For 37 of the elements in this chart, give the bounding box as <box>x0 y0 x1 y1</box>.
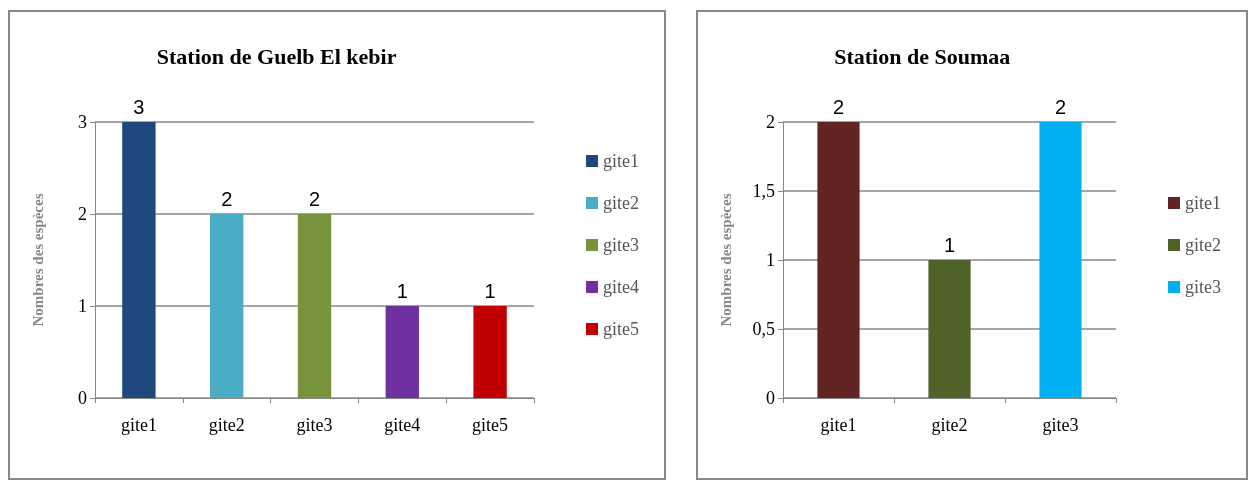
legend-label: gite1 <box>1185 193 1222 213</box>
legend-label: gite4 <box>603 277 640 297</box>
legend-label: gite2 <box>603 193 640 213</box>
y-tick-label: 2 <box>766 112 775 132</box>
x-tick-label: gite3 <box>1042 415 1079 435</box>
x-tick-label: gite3 <box>296 415 333 435</box>
data-label: 2 <box>308 188 321 210</box>
data-label: 2 <box>832 96 845 118</box>
x-tick-label: gite2 <box>931 415 968 435</box>
data-label: 1 <box>943 234 956 256</box>
y-tick-label: 1 <box>78 296 87 316</box>
y-axis-title: Nombres des espèces <box>717 193 734 327</box>
legend-label: gite3 <box>603 235 640 255</box>
data-label: 1 <box>396 280 408 302</box>
x-tick-label: gite1 <box>120 415 157 435</box>
y-axis-title: Nombres des espèces <box>29 193 46 327</box>
data-label: 2 <box>221 188 233 210</box>
data-label: 1 <box>484 280 496 302</box>
legend-label: gite1 <box>603 151 640 171</box>
data-label: 2 <box>1054 96 1067 118</box>
y-tick-label: 3 <box>78 112 87 132</box>
legend-label: gite3 <box>1185 277 1222 297</box>
y-tick-label: 0,5 <box>752 319 775 339</box>
chart-title: Station de Guelb El kebir <box>156 43 397 69</box>
legend-label: gite5 <box>603 319 640 339</box>
y-tick-label: 1 <box>766 250 775 270</box>
y-tick-label: 2 <box>78 204 87 224</box>
x-tick-label: gite2 <box>208 415 245 435</box>
x-tick-label: gite4 <box>384 415 421 435</box>
y-tick-label: 1,5 <box>752 181 775 201</box>
y-tick-label: 0 <box>78 388 87 408</box>
y-tick-label: 0 <box>766 388 775 408</box>
x-tick-label: gite5 <box>472 415 509 435</box>
legend-label: gite2 <box>1185 235 1222 255</box>
chart-title: Station de Soumaa <box>834 43 1011 69</box>
x-tick-label: gite1 <box>820 415 857 435</box>
data-label: 3 <box>133 96 145 118</box>
